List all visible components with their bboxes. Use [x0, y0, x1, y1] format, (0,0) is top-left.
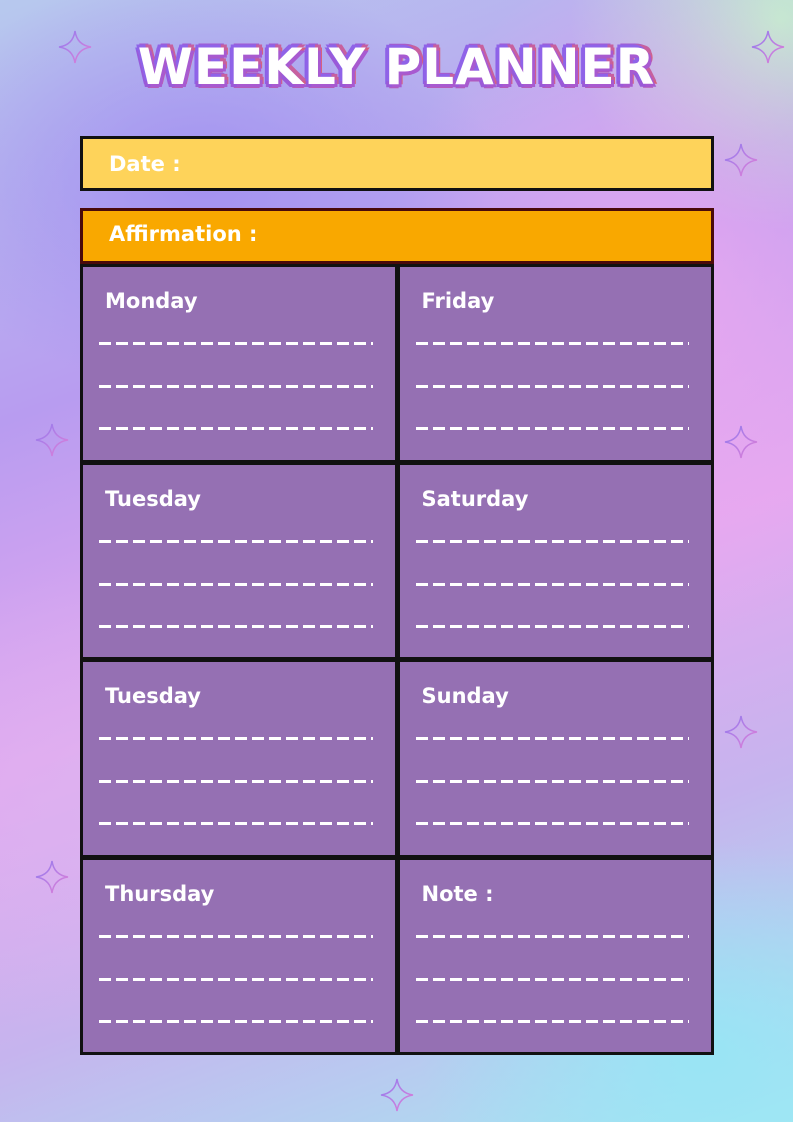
writing-line: [415, 342, 689, 345]
day-label: Monday: [105, 289, 198, 313]
affirmation-label: Affirmation :: [109, 222, 258, 246]
writing-line: [99, 624, 373, 628]
writing-line: [415, 780, 689, 783]
day-label: Tuesday: [105, 486, 201, 511]
sparkle-icon: [724, 425, 758, 459]
day-cell[interactable]: Monday: [83, 267, 395, 460]
day-cell[interactable]: Tuesday: [83, 464, 395, 657]
writing-line: [415, 822, 689, 825]
writing-line: [415, 385, 689, 388]
writing-line: [415, 427, 689, 430]
writing-line: [415, 934, 689, 938]
writing-line: [99, 977, 373, 981]
writing-line: [99, 822, 373, 825]
writing-line: [415, 539, 689, 543]
writing-line: [99, 385, 373, 388]
day-cell[interactable]: Friday: [399, 267, 711, 460]
writing-line: [415, 977, 689, 981]
writing-line: [99, 582, 373, 586]
writing-line: [99, 934, 373, 938]
day-cell[interactable]: Saturday: [399, 464, 711, 657]
day-cell[interactable]: Thursday: [83, 859, 395, 1052]
day-cell[interactable]: Note :: [399, 859, 711, 1052]
writing-line: [415, 1019, 689, 1023]
sparkle-icon: [35, 423, 69, 457]
day-label: Friday: [421, 289, 495, 313]
writing-line: [99, 737, 373, 740]
date-label: Date :: [109, 152, 181, 176]
writing-line: [99, 427, 373, 430]
day-cell[interactable]: Sunday: [399, 662, 711, 855]
affirmation-field[interactable]: Affirmation :: [80, 208, 714, 264]
writing-line: [415, 737, 689, 740]
day-label: Tuesday: [105, 684, 201, 708]
date-field[interactable]: Date :: [80, 136, 714, 191]
sparkle-icon: [35, 860, 69, 894]
day-label: Sunday: [421, 684, 509, 708]
sparkle-icon: [724, 143, 758, 177]
page-title: WEEKLY PLANNER: [137, 38, 656, 96]
writing-line: [415, 624, 689, 628]
day-cell[interactable]: Tuesday: [83, 662, 395, 855]
planner-grid: Monday Friday Tuesday Saturday Tuesday Sunday…: [80, 264, 714, 1055]
sparkle-icon: [724, 715, 758, 749]
sparkle-icon: [751, 30, 785, 64]
writing-line: [99, 539, 373, 543]
sparkle-icon: [380, 1078, 414, 1112]
writing-line: [99, 342, 373, 345]
sparkle-icon: [58, 30, 92, 64]
day-label: Thursday: [105, 881, 215, 906]
writing-line: [99, 1019, 373, 1023]
day-label: Saturday: [421, 486, 529, 511]
writing-line: [99, 780, 373, 783]
writing-line: [415, 582, 689, 586]
day-label: Note :: [421, 881, 494, 906]
